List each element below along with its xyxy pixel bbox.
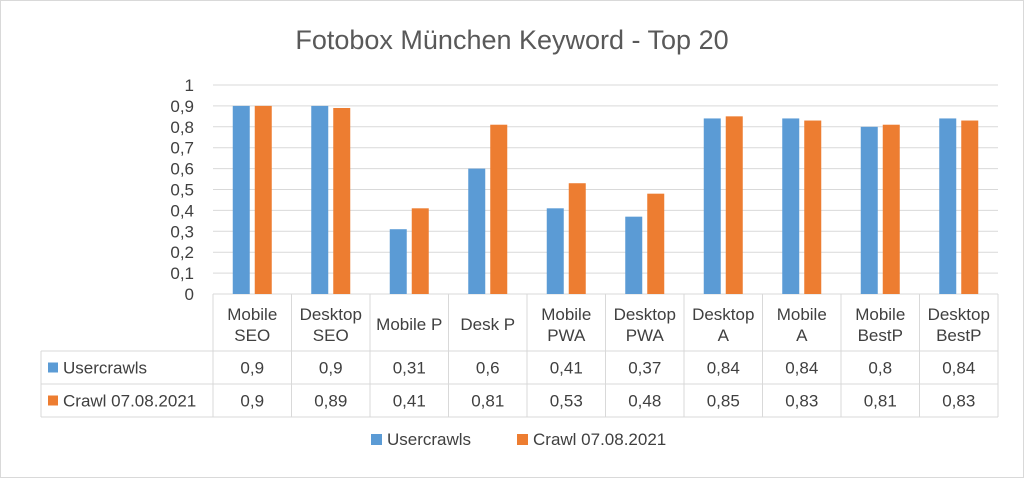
y-tick-label: 1 — [185, 76, 194, 95]
category-label: Mobile — [855, 305, 905, 324]
bar-usercrawls — [546, 208, 564, 294]
table-cell-value: 0,84 — [785, 359, 818, 378]
table-cell-value: 0,9 — [240, 392, 264, 411]
table-cell-value: 0,89 — [314, 392, 347, 411]
table-cell-value: 0,53 — [550, 392, 583, 411]
category-label: Desktop — [928, 305, 990, 324]
category-label: PWA — [547, 326, 586, 345]
table-cell-value: 0,9 — [319, 359, 343, 378]
table-legend-key — [48, 395, 58, 406]
bar-crawl — [490, 124, 508, 295]
table-cell-value: 0,81 — [471, 392, 504, 411]
y-tick-label: 0,7 — [170, 139, 194, 158]
table-cell-value: 0,6 — [476, 359, 500, 378]
legend-label: Usercrawls — [387, 430, 471, 449]
category-label: PWA — [626, 326, 665, 345]
gridlines — [213, 84, 998, 295]
y-axis-ticks: 0 0,1 0,2 0,3 0,40,5 0,6 0,7 0,8 0,9 1 — [170, 76, 194, 304]
bar-crawl — [254, 105, 272, 295]
chart-title: Fotobox München Keyword - Top 20 — [295, 25, 728, 55]
table-cell-value: 0,84 — [942, 359, 975, 378]
table-cell-value: 0,85 — [707, 392, 740, 411]
table-cell-value: 0,84 — [707, 359, 740, 378]
bar-crawl — [882, 124, 900, 295]
y-tick-label: 0,5 — [170, 181, 194, 200]
legend-swatch — [371, 434, 382, 445]
table-cell-value: 0,83 — [785, 392, 818, 411]
bar-crawl — [961, 120, 979, 294]
bar-crawl — [725, 116, 743, 294]
y-tick-label: 0,9 — [170, 97, 194, 116]
y-tick-label: 0,1 — [170, 264, 194, 283]
table-cell-value: 0,83 — [942, 392, 975, 411]
y-tick-label: 0,4 — [170, 201, 194, 220]
table-series-name: Crawl 07.08.2021 — [63, 392, 196, 411]
bar-crawl — [804, 120, 822, 294]
y-tick-label: 0,8 — [170, 118, 194, 137]
y-tick-label: 0 — [185, 285, 194, 304]
category-label: Desktop — [692, 305, 754, 324]
table-cell-value: 0,41 — [393, 392, 426, 411]
bar-usercrawls — [389, 229, 407, 294]
bar-usercrawls — [782, 118, 800, 294]
category-label: A — [796, 326, 808, 345]
category-label: Mobile — [777, 305, 827, 324]
category-label: Desk P — [460, 315, 515, 334]
bar-crawl — [333, 107, 351, 295]
category-label: A — [718, 326, 730, 345]
table-cell-value: 0,81 — [864, 392, 897, 411]
category-label: Mobile — [541, 305, 591, 324]
bar-usercrawls — [311, 105, 329, 295]
y-tick-label: 0,2 — [170, 243, 194, 262]
table-cell-value: 0,37 — [628, 359, 661, 378]
y-tick-label: 0,6 — [170, 160, 194, 179]
bar-usercrawls — [625, 216, 643, 294]
category-label: BestP — [858, 326, 903, 345]
bars — [232, 105, 979, 295]
bar-usercrawls — [939, 118, 957, 294]
bar-usercrawls — [468, 168, 486, 294]
category-label: Mobile — [227, 305, 277, 324]
legend-label: Crawl 07.08.2021 — [533, 430, 666, 449]
bar-usercrawls — [703, 118, 721, 294]
table-cell-value: 0,8 — [868, 359, 892, 378]
bar-crawl — [411, 208, 429, 294]
table-cell-value: 0,41 — [550, 359, 583, 378]
table-cell-value: 0,31 — [393, 359, 426, 378]
legend-swatch — [517, 434, 528, 445]
category-label: SEO — [234, 326, 270, 345]
category-label: Mobile P — [376, 315, 442, 334]
bar-crawl — [568, 183, 586, 294]
category-label: Desktop — [300, 305, 362, 324]
table-cell-value: 0,48 — [628, 392, 661, 411]
bar-usercrawls — [232, 105, 250, 295]
table-legend-key — [48, 362, 58, 373]
y-tick-label: 0,3 — [170, 222, 194, 241]
category-label: SEO — [313, 326, 349, 345]
bar-crawl — [647, 193, 665, 294]
table-cell-value: 0,9 — [240, 359, 264, 378]
bar-usercrawls — [860, 126, 878, 294]
legend: Usercrawls Crawl 07.08.2021 — [371, 430, 666, 449]
category-label: BestP — [936, 326, 981, 345]
data-table: Mobile SEO Desktop SEO Mobile P Desk P Mobile P… — [40, 294, 999, 418]
category-label: Desktop — [614, 305, 676, 324]
table-series-name: Usercrawls — [63, 359, 147, 378]
